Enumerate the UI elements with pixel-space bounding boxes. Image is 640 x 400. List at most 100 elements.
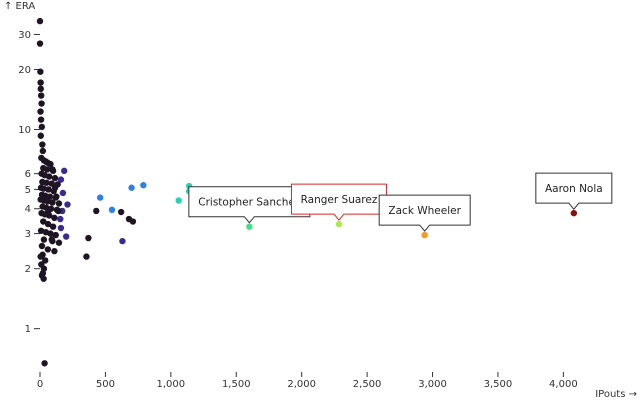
player-point[interactable]: [44, 220, 52, 228]
tooltip-label: Cristopher Sanchez: [198, 197, 301, 209]
x-tick-label: 4,000: [549, 379, 578, 390]
player-point[interactable]: [57, 215, 64, 223]
player-point[interactable]: [51, 247, 58, 255]
player-point[interactable]: [37, 68, 44, 75]
player-point[interactable]: [44, 246, 52, 253]
y-tick-label: 4: [25, 204, 31, 215]
player-point[interactable]: [42, 257, 49, 264]
player-point[interactable]: [85, 234, 92, 242]
player-point[interactable]: [37, 132, 44, 139]
y-tick-label: 30: [18, 30, 31, 41]
player-point[interactable]: [45, 207, 52, 215]
player-point[interactable]: [38, 242, 46, 250]
y-tick-label: 5: [25, 185, 31, 196]
y-tick-label: 10: [18, 125, 31, 136]
tooltip-label: Ranger Suarez: [301, 194, 378, 206]
y-tick-label: 6: [25, 169, 31, 180]
player-point[interactable]: [38, 100, 45, 107]
tooltip-aaron-nola: Aaron Nola: [535, 172, 613, 210]
player-point[interactable]: [51, 174, 59, 182]
player-point[interactable]: [37, 108, 44, 115]
player-point[interactable]: [128, 184, 135, 191]
player-point[interactable]: [48, 236, 55, 243]
player-point[interactable]: [129, 218, 137, 225]
y-tick-label: 1: [25, 324, 31, 335]
y-tick-label: 20: [18, 65, 31, 76]
player-point[interactable]: [55, 239, 63, 246]
y-tick-label: 3: [25, 229, 31, 240]
player-point[interactable]: [55, 207, 62, 215]
x-tick-label: 1,000: [157, 379, 186, 390]
player-point[interactable]: [40, 275, 47, 282]
player-point[interactable]: [39, 141, 46, 148]
highlighted-player-point[interactable]: [421, 231, 428, 239]
player-point[interactable]: [43, 179, 50, 186]
tooltip-box: [290, 183, 387, 221]
player-point[interactable]: [37, 253, 44, 260]
player-point[interactable]: [117, 208, 125, 216]
player-point[interactable]: [57, 224, 65, 232]
tooltip-ranger-suarez: Ranger Suarez: [290, 183, 387, 221]
x-tick-label: 2,000: [287, 379, 316, 390]
player-point[interactable]: [37, 79, 44, 86]
player-point[interactable]: [39, 147, 47, 155]
player-point[interactable]: [47, 160, 54, 168]
player-point[interactable]: [49, 223, 57, 230]
player-point[interactable]: [61, 167, 68, 175]
player-point[interactable]: [45, 186, 52, 193]
player-point[interactable]: [44, 198, 51, 205]
player-point[interactable]: [47, 230, 54, 237]
player-point[interactable]: [49, 199, 56, 206]
player-point[interactable]: [119, 237, 126, 245]
player-point[interactable]: [53, 193, 60, 200]
player-point[interactable]: [49, 167, 57, 175]
player-point[interactable]: [51, 214, 58, 222]
player-point[interactable]: [96, 194, 104, 201]
player-point[interactable]: [41, 360, 48, 367]
y-tick-label: 2: [25, 264, 31, 275]
player-point[interactable]: [36, 40, 44, 47]
player-point[interactable]: [40, 185, 47, 192]
data-points: [36, 17, 578, 367]
player-point[interactable]: [83, 253, 90, 260]
player-point[interactable]: [55, 200, 63, 207]
player-point[interactable]: [51, 184, 59, 191]
player-point[interactable]: [175, 197, 182, 204]
player-point[interactable]: [64, 201, 71, 208]
x-tick-label: 1,500: [222, 379, 251, 390]
x-tick-label: 3,000: [418, 379, 447, 390]
player-point[interactable]: [37, 227, 45, 234]
player-point[interactable]: [43, 166, 51, 173]
tooltip-box: [378, 194, 471, 232]
tooltip-cristopher-sanchez: Cristopher Sanchez: [188, 186, 311, 224]
y-axis: 1 2 3 4 5 6 10 20 30: [18, 30, 40, 335]
highlighted-player-point[interactable]: [246, 223, 253, 230]
x-axis-label: IPouts →: [595, 389, 637, 400]
player-point[interactable]: [40, 236, 48, 243]
x-tick-label: 3,500: [484, 379, 513, 390]
x-tick-label: 500: [96, 379, 115, 390]
player-point[interactable]: [62, 233, 70, 240]
player-point[interactable]: [57, 176, 65, 183]
highlighted-player-point[interactable]: [335, 220, 343, 228]
player-point[interactable]: [108, 206, 116, 214]
player-point[interactable]: [37, 116, 45, 123]
player-point[interactable]: [52, 231, 59, 239]
player-tooltips: Cristopher Sanchez Ranger Suarez Zack Whee…: [188, 172, 613, 232]
player-point[interactable]: [37, 85, 44, 93]
highlighted-player-point[interactable]: [570, 209, 578, 217]
player-point[interactable]: [59, 189, 67, 197]
tooltip-label: Zack Wheeler: [388, 205, 461, 217]
player-point[interactable]: [40, 218, 47, 225]
player-point[interactable]: [38, 123, 46, 131]
x-tick-label: 0: [37, 379, 43, 390]
x-tick-label: 2,500: [353, 379, 382, 390]
player-point[interactable]: [36, 17, 44, 25]
player-point[interactable]: [45, 173, 53, 180]
x-axis: 0 500 1,000 1,500 2,000 2,500 3,000 3,500 4,000: [37, 372, 578, 390]
player-point[interactable]: [140, 182, 147, 189]
player-point[interactable]: [46, 193, 54, 200]
player-point[interactable]: [93, 207, 100, 215]
player-point[interactable]: [37, 92, 45, 99]
